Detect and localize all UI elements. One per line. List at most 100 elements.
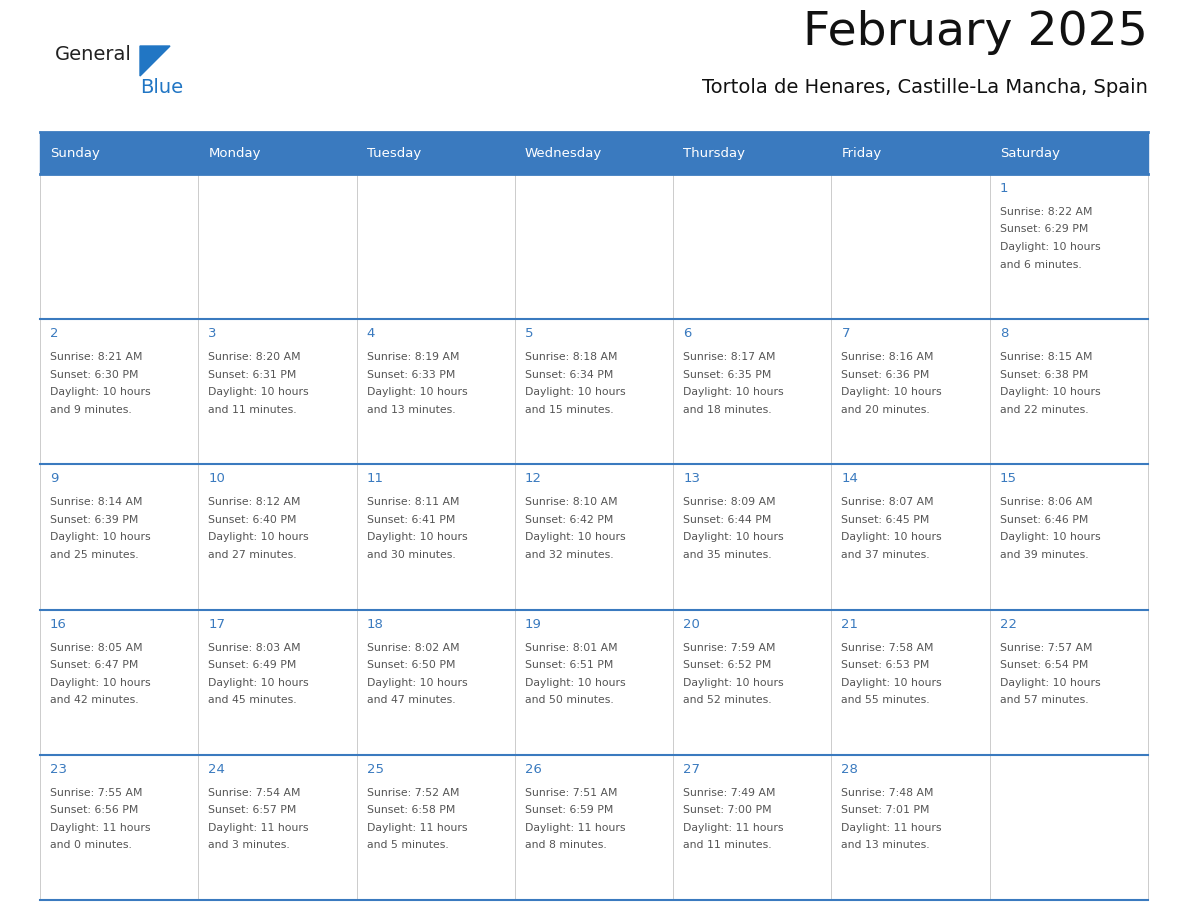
- Bar: [356, 132, 514, 174]
- Text: Sunset: 6:47 PM: Sunset: 6:47 PM: [50, 660, 138, 670]
- Text: Sunset: 6:40 PM: Sunset: 6:40 PM: [208, 515, 297, 525]
- Text: Sunrise: 8:16 AM: Sunrise: 8:16 AM: [841, 353, 934, 363]
- Bar: [356, 610, 514, 755]
- Bar: [832, 319, 990, 465]
- Text: 13: 13: [683, 473, 700, 486]
- Bar: [832, 174, 990, 319]
- Text: and 25 minutes.: and 25 minutes.: [50, 550, 139, 560]
- Text: and 3 minutes.: and 3 minutes.: [208, 840, 290, 850]
- Bar: [674, 174, 832, 319]
- Text: Daylight: 10 hours: Daylight: 10 hours: [683, 532, 784, 543]
- Text: General: General: [55, 45, 132, 64]
- Text: and 57 minutes.: and 57 minutes.: [1000, 695, 1088, 705]
- Text: 16: 16: [50, 618, 67, 631]
- Text: 22: 22: [1000, 618, 1017, 631]
- Text: Sunrise: 7:51 AM: Sunrise: 7:51 AM: [525, 788, 618, 798]
- Text: 17: 17: [208, 618, 226, 631]
- Text: 27: 27: [683, 763, 700, 776]
- Text: and 32 minutes.: and 32 minutes.: [525, 550, 613, 560]
- Text: February 2025: February 2025: [803, 10, 1148, 55]
- Text: Sunset: 6:51 PM: Sunset: 6:51 PM: [525, 660, 613, 670]
- Text: and 55 minutes.: and 55 minutes.: [841, 695, 930, 705]
- Text: Sunset: 6:38 PM: Sunset: 6:38 PM: [1000, 370, 1088, 380]
- Text: Sunrise: 7:52 AM: Sunrise: 7:52 AM: [367, 788, 459, 798]
- Text: and 18 minutes.: and 18 minutes.: [683, 405, 772, 415]
- Text: Sunset: 7:00 PM: Sunset: 7:00 PM: [683, 805, 772, 815]
- Text: 7: 7: [841, 327, 849, 341]
- Text: and 20 minutes.: and 20 minutes.: [841, 405, 930, 415]
- Text: 15: 15: [1000, 473, 1017, 486]
- Bar: [514, 465, 674, 610]
- Text: Sunset: 6:44 PM: Sunset: 6:44 PM: [683, 515, 771, 525]
- Text: Sunrise: 8:21 AM: Sunrise: 8:21 AM: [50, 353, 143, 363]
- Bar: [990, 610, 1148, 755]
- Text: Daylight: 10 hours: Daylight: 10 hours: [1000, 387, 1100, 397]
- Text: Sunset: 6:50 PM: Sunset: 6:50 PM: [367, 660, 455, 670]
- Bar: [40, 755, 198, 900]
- Text: Sunrise: 8:01 AM: Sunrise: 8:01 AM: [525, 643, 618, 653]
- Text: Wednesday: Wednesday: [525, 147, 602, 160]
- Text: Daylight: 10 hours: Daylight: 10 hours: [525, 532, 626, 543]
- Text: 12: 12: [525, 473, 542, 486]
- Text: Sunrise: 8:14 AM: Sunrise: 8:14 AM: [50, 498, 143, 508]
- Text: Sunset: 6:41 PM: Sunset: 6:41 PM: [367, 515, 455, 525]
- Text: Daylight: 10 hours: Daylight: 10 hours: [841, 387, 942, 397]
- Text: Daylight: 10 hours: Daylight: 10 hours: [367, 532, 467, 543]
- Text: Sunset: 6:36 PM: Sunset: 6:36 PM: [841, 370, 930, 380]
- Text: and 27 minutes.: and 27 minutes.: [208, 550, 297, 560]
- Bar: [40, 132, 198, 174]
- Bar: [514, 610, 674, 755]
- Text: and 11 minutes.: and 11 minutes.: [683, 840, 772, 850]
- Text: 6: 6: [683, 327, 691, 341]
- Text: Daylight: 10 hours: Daylight: 10 hours: [208, 532, 309, 543]
- Bar: [674, 755, 832, 900]
- Text: Sunrise: 8:09 AM: Sunrise: 8:09 AM: [683, 498, 776, 508]
- Text: Sunrise: 8:15 AM: Sunrise: 8:15 AM: [1000, 353, 1092, 363]
- Text: Sunrise: 8:12 AM: Sunrise: 8:12 AM: [208, 498, 301, 508]
- Text: and 6 minutes.: and 6 minutes.: [1000, 260, 1081, 270]
- Text: Sunrise: 8:19 AM: Sunrise: 8:19 AM: [367, 353, 459, 363]
- Text: Daylight: 10 hours: Daylight: 10 hours: [525, 677, 626, 688]
- Text: Daylight: 11 hours: Daylight: 11 hours: [50, 823, 151, 833]
- Text: Sunrise: 8:17 AM: Sunrise: 8:17 AM: [683, 353, 776, 363]
- Bar: [356, 319, 514, 465]
- Text: Daylight: 11 hours: Daylight: 11 hours: [841, 823, 942, 833]
- Text: Sunrise: 7:57 AM: Sunrise: 7:57 AM: [1000, 643, 1092, 653]
- Text: Sunset: 6:54 PM: Sunset: 6:54 PM: [1000, 660, 1088, 670]
- Text: and 47 minutes.: and 47 minutes.: [367, 695, 455, 705]
- Text: Sunset: 6:53 PM: Sunset: 6:53 PM: [841, 660, 930, 670]
- Text: Daylight: 10 hours: Daylight: 10 hours: [683, 677, 784, 688]
- Text: Daylight: 10 hours: Daylight: 10 hours: [367, 677, 467, 688]
- Bar: [514, 319, 674, 465]
- Text: Sunset: 6:49 PM: Sunset: 6:49 PM: [208, 660, 297, 670]
- Text: Daylight: 10 hours: Daylight: 10 hours: [50, 677, 151, 688]
- Text: 2: 2: [50, 327, 58, 341]
- Text: Sunrise: 7:55 AM: Sunrise: 7:55 AM: [50, 788, 143, 798]
- Text: and 37 minutes.: and 37 minutes.: [841, 550, 930, 560]
- Text: Daylight: 10 hours: Daylight: 10 hours: [208, 677, 309, 688]
- Bar: [990, 319, 1148, 465]
- Text: Sunset: 6:58 PM: Sunset: 6:58 PM: [367, 805, 455, 815]
- Text: Daylight: 11 hours: Daylight: 11 hours: [683, 823, 784, 833]
- Text: Daylight: 11 hours: Daylight: 11 hours: [208, 823, 309, 833]
- Text: Sunrise: 7:58 AM: Sunrise: 7:58 AM: [841, 643, 934, 653]
- Bar: [40, 465, 198, 610]
- Bar: [198, 132, 356, 174]
- Text: Thursday: Thursday: [683, 147, 745, 160]
- Text: 25: 25: [367, 763, 384, 776]
- Text: 21: 21: [841, 618, 859, 631]
- Text: Daylight: 11 hours: Daylight: 11 hours: [367, 823, 467, 833]
- Bar: [356, 465, 514, 610]
- Text: and 22 minutes.: and 22 minutes.: [1000, 405, 1088, 415]
- Text: Daylight: 10 hours: Daylight: 10 hours: [683, 387, 784, 397]
- Text: and 9 minutes.: and 9 minutes.: [50, 405, 132, 415]
- Text: Sunrise: 8:02 AM: Sunrise: 8:02 AM: [367, 643, 460, 653]
- Text: Sunrise: 8:03 AM: Sunrise: 8:03 AM: [208, 643, 301, 653]
- Text: Sunset: 6:29 PM: Sunset: 6:29 PM: [1000, 225, 1088, 234]
- Text: 10: 10: [208, 473, 226, 486]
- Text: 3: 3: [208, 327, 216, 341]
- Bar: [990, 174, 1148, 319]
- Text: and 13 minutes.: and 13 minutes.: [367, 405, 455, 415]
- Bar: [674, 465, 832, 610]
- Bar: [198, 174, 356, 319]
